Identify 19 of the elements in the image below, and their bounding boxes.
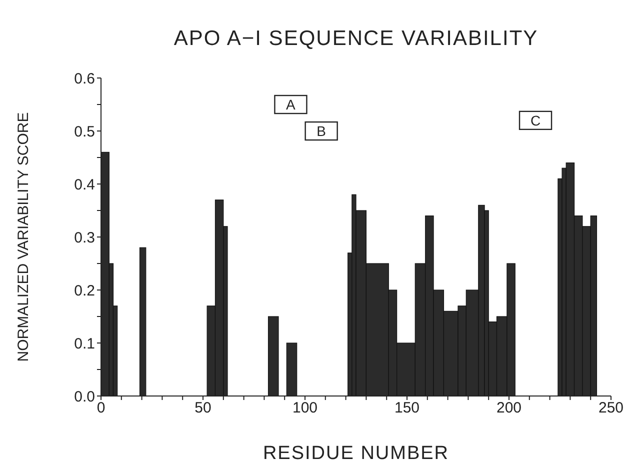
y-tick-label: 0.3 [74, 229, 95, 246]
x-tick-label: 250 [598, 400, 624, 417]
y-tick-label: 0.0 [74, 388, 95, 406]
x-tick-label: 150 [394, 400, 420, 417]
annotation: B [316, 123, 326, 139]
annotation: C [530, 112, 541, 128]
y-tick-label: 0.6 [74, 70, 95, 88]
chart-title: APO A−I SEQUENCE VARIABILITY [174, 27, 538, 50]
y-tick-label: 0.2 [74, 282, 95, 300]
y-tick-label: 0.1 [74, 335, 95, 352]
x-tick-label: 0 [96, 400, 106, 417]
x-tick-label: 50 [194, 400, 212, 417]
annotation: A [286, 96, 296, 112]
y-axis-title: NORMALIZED VARIABILITY SCORE [15, 112, 32, 362]
x-tick-label: 200 [496, 400, 522, 417]
y-tick-label: 0.5 [74, 123, 95, 140]
y-tick-label: 0.4 [74, 176, 95, 194]
x-tick-label: 100 [292, 400, 318, 417]
x-axis-title: RESIDUE NUMBER [262, 443, 450, 464]
